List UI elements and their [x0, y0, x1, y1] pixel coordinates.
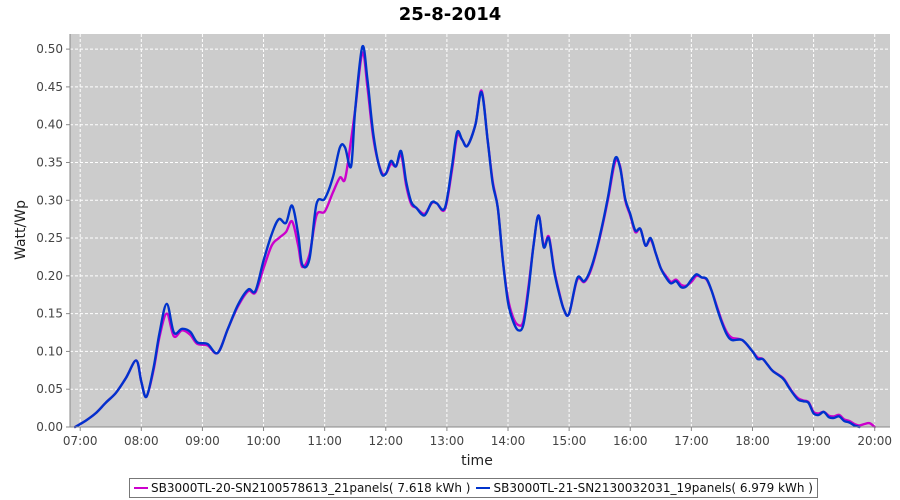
x-tick-label: 09:00 — [185, 434, 220, 448]
legend-label-series-2: SB3000TL-21-SN2130032031_19panels( 6.979… — [493, 481, 813, 495]
legend-label-series-1: SB3000TL-20-SN2100578613_21panels( 7.618… — [151, 481, 471, 495]
y-tick-label: 0.20 — [36, 269, 63, 283]
y-tick-label: 0.10 — [36, 344, 63, 358]
x-tick-label: 13:00 — [430, 434, 465, 448]
x-tick-label: 07:00 — [63, 434, 98, 448]
y-tick-label: 0.00 — [36, 420, 63, 434]
y-tick-label: 0.05 — [36, 382, 63, 396]
y-tick-label: 0.45 — [36, 80, 63, 94]
x-tick-label: 14:00 — [491, 434, 526, 448]
series-group — [73, 44, 876, 429]
y-tick-label: 0.15 — [36, 307, 63, 321]
x-tick-label: 15:00 — [552, 434, 587, 448]
y-tick-labels: 0.00 0.05 0.10 0.15 0.20 0.25 0.30 0.35 0.40 0.45… — [36, 42, 63, 434]
legend: SB3000TL-20-SN2100578613_21panels( 7.618… — [129, 478, 818, 498]
axes — [66, 34, 890, 431]
legend-item-series-1: SB3000TL-20-SN2100578613_21panels( 7.618… — [134, 481, 470, 495]
x-tick-label: 10:00 — [246, 434, 281, 448]
x-tick-labels: 07:00 08:00 09:00 10:00 11:00 12:00 13:00 14:00… — [63, 434, 892, 448]
y-axis-label: Watt/Wp — [13, 200, 29, 260]
chart-area: 07:00 08:00 09:00 10:00 11:00 12:00 13:00 14:00… — [13, 34, 892, 469]
y-tick-label: 0.40 — [36, 118, 63, 132]
x-axis-label: time — [461, 453, 493, 469]
x-tick-label: 19:00 — [796, 434, 831, 448]
legend-swatch-series-1 — [134, 487, 148, 489]
x-tick-label: 08:00 — [124, 434, 159, 448]
x-tick-label: 17:00 — [674, 434, 709, 448]
x-tick-label: 20:00 — [857, 434, 892, 448]
x-tick-label: 18:00 — [735, 434, 770, 448]
y-tick-label: 0.35 — [36, 155, 63, 169]
series-line-2 — [73, 44, 861, 429]
y-tick-label: 0.25 — [36, 231, 63, 245]
grid — [70, 34, 890, 428]
x-tick-label: 11:00 — [307, 434, 342, 448]
legend-item-series-2: SB3000TL-21-SN2130032031_19panels( 6.979… — [476, 481, 813, 495]
legend-swatch-series-2 — [476, 487, 491, 489]
y-tick-label: 0.30 — [36, 193, 63, 207]
chart-title: 25-8-2014 — [398, 4, 502, 25]
x-tick-label: 12:00 — [368, 434, 403, 448]
x-tick-label: 16:00 — [613, 434, 648, 448]
y-tick-label: 0.50 — [36, 42, 63, 56]
